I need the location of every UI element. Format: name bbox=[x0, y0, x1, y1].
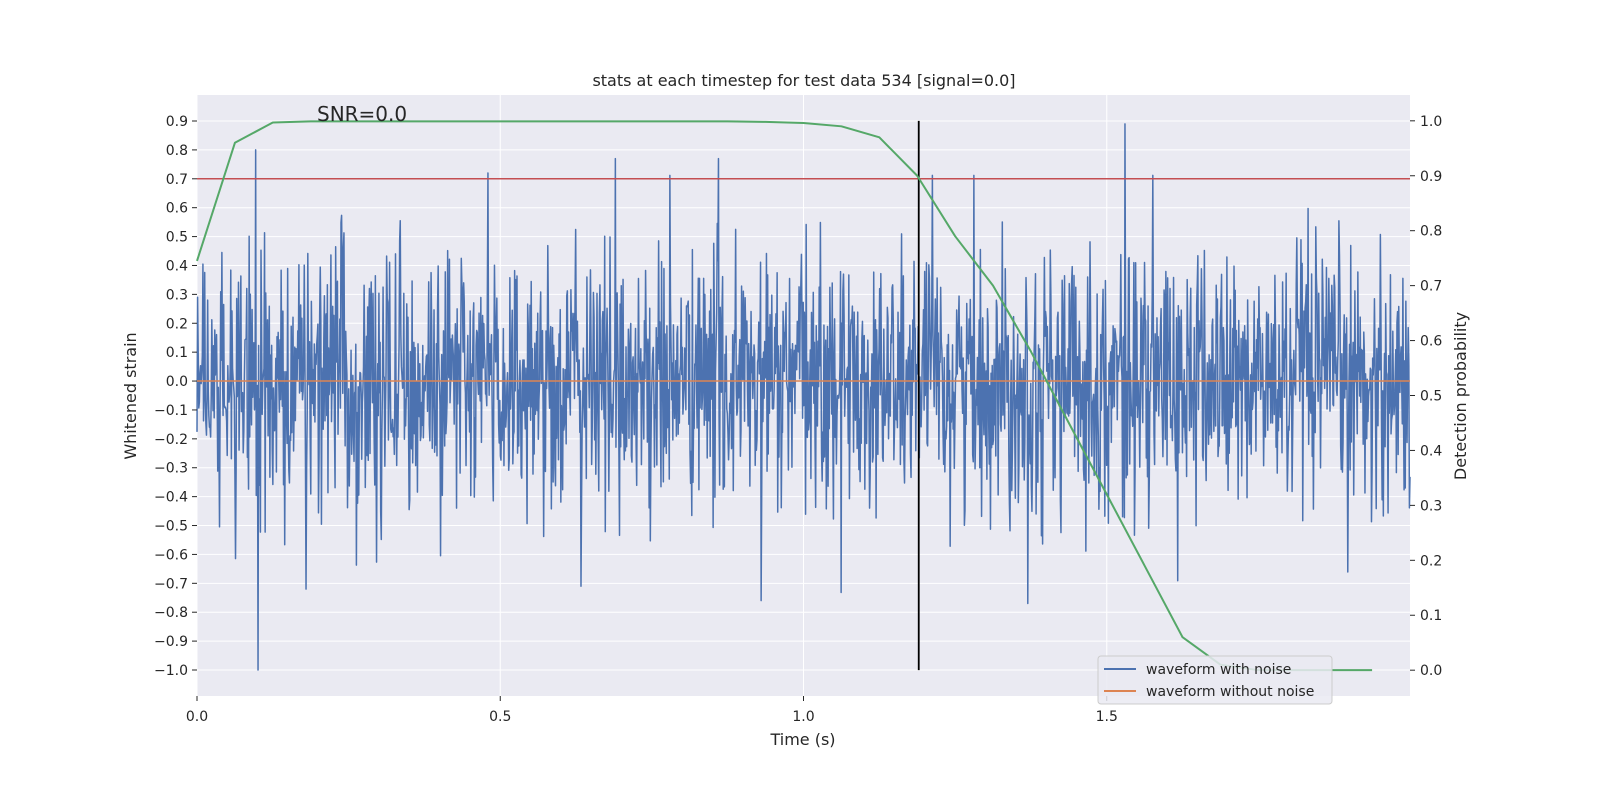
y-left-tick-label: 0.6 bbox=[166, 201, 188, 217]
y-axis-left-label: Whitened strain bbox=[121, 332, 140, 459]
y-axis-right-label: Detection probability bbox=[1451, 312, 1470, 480]
chart-title: stats at each timestep for test data 534… bbox=[592, 71, 1015, 90]
y-right-tick-label: 0.8 bbox=[1420, 224, 1442, 240]
y-left-tick-label: 0.4 bbox=[166, 258, 188, 274]
legend-label-waveform-without-noise: waveform without noise bbox=[1146, 684, 1314, 700]
y-right-tick-label: 0.2 bbox=[1420, 553, 1442, 569]
y-axis-left-ticks: 0.9 0.8 0.7 0.6 0.5 0.4 0.3 0.2 0.1 0.0 −0.1 −0.2 −0… bbox=[154, 114, 197, 679]
y-right-tick-label: 0.1 bbox=[1420, 608, 1442, 624]
y-left-tick-label: −0.6 bbox=[154, 547, 188, 563]
y-right-tick-label: 0.5 bbox=[1420, 389, 1442, 405]
y-axis-right-ticks: 1.0 0.9 0.8 0.7 0.6 0.5 0.4 0.3 0.2 0.1 0.0 bbox=[1410, 114, 1442, 679]
x-tick-label: 0.0 bbox=[186, 709, 208, 725]
y-left-tick-label: 0.3 bbox=[166, 287, 188, 303]
y-left-tick-label: 0.1 bbox=[166, 345, 188, 361]
y-right-tick-label: 0.0 bbox=[1420, 663, 1442, 679]
x-tick-label: 1.0 bbox=[792, 709, 814, 725]
y-right-tick-label: 0.6 bbox=[1420, 334, 1442, 350]
series-detection-probability bbox=[196, 120, 1373, 672]
legend-label-waveform-with-noise: waveform with noise bbox=[1146, 662, 1291, 678]
legend: waveform with noise waveform without noi… bbox=[1097, 655, 1333, 705]
y-right-tick-label: 0.3 bbox=[1420, 498, 1442, 514]
x-axis-label: Time (s) bbox=[769, 730, 835, 749]
y-left-tick-label: 0.2 bbox=[166, 316, 188, 332]
y-left-tick-label: −1.0 bbox=[154, 663, 188, 679]
y-right-tick-label: 0.7 bbox=[1420, 279, 1442, 295]
y-right-tick-label: 0.4 bbox=[1420, 443, 1442, 459]
y-left-tick-label: 0.5 bbox=[166, 230, 188, 246]
y-left-tick-label: −0.2 bbox=[154, 432, 188, 448]
y-left-tick-label: 0.9 bbox=[166, 114, 188, 130]
y-left-tick-label: −0.4 bbox=[154, 490, 188, 506]
y-left-tick-label: −0.9 bbox=[154, 634, 188, 650]
y-left-tick-label: −0.5 bbox=[154, 519, 188, 535]
x-tick-label: 1.5 bbox=[1096, 709, 1118, 725]
series-layer bbox=[196, 120, 1411, 672]
y-left-tick-label: −0.7 bbox=[154, 576, 188, 592]
series-waveform-with-noise bbox=[196, 123, 1411, 671]
y-right-tick-label: 1.0 bbox=[1420, 114, 1442, 130]
x-tick-label: 0.5 bbox=[489, 709, 511, 725]
legend-box bbox=[1097, 655, 1333, 705]
x-axis-ticks: 0.0 0.5 1.0 1.5 bbox=[186, 696, 1118, 725]
y-left-tick-label: 0.7 bbox=[166, 172, 188, 188]
y-left-tick-label: −0.8 bbox=[154, 605, 188, 621]
y-right-tick-label: 0.9 bbox=[1420, 169, 1442, 185]
y-left-tick-label: 0.0 bbox=[166, 374, 188, 390]
y-left-tick-label: −0.3 bbox=[154, 461, 188, 477]
y-left-tick-label: 0.8 bbox=[166, 143, 188, 159]
snr-annotation: SNR=0.0 bbox=[317, 102, 407, 126]
y-left-tick-label: −0.1 bbox=[154, 403, 188, 419]
